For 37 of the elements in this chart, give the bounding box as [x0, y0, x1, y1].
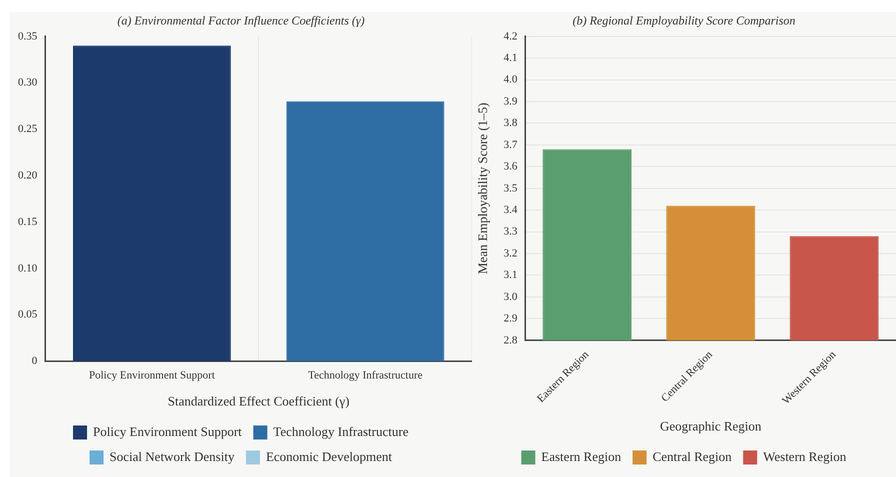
y-tick-label: 3.8 [504, 117, 518, 130]
chart-title: (b) Regional Employability Score Comparison [572, 13, 796, 28]
y-tick-label: 3.7 [504, 138, 518, 151]
y-tick-label: 0.05 [18, 308, 38, 321]
y-tick-label: 3.9 [504, 95, 518, 108]
y-tick-label: 2.9 [504, 312, 518, 325]
legend-label: Economic Development [266, 448, 392, 464]
chart-title: (a) Environmental Factor Influence Coefficients (γ) [117, 13, 365, 28]
y-tick-label: 4.0 [504, 74, 518, 86]
y-tick-label: 0.35 [18, 30, 38, 42]
y-tick-label: 4.2 [504, 30, 518, 42]
x-axis-title: Geographic Region [660, 418, 762, 434]
y-tick-label: 3.2 [504, 247, 518, 260]
legend-label: Central Region [652, 448, 732, 464]
legend-label: Technology Infrastructure [273, 424, 409, 439]
y-tick-label: 3.6 [504, 160, 518, 173]
y-tick-label: 0.10 [18, 262, 38, 274]
y-tick-label: 4.1 [504, 52, 518, 64]
legend-label: Western Region [763, 448, 847, 464]
legend-label: Social Network Density [110, 448, 235, 464]
x-tick-label: Policy Environment Support [88, 370, 215, 382]
y-tick-label: 0.30 [18, 76, 38, 89]
y-axis-title: Mean Employability Score (1–5) [475, 102, 490, 274]
y-tick-label: 0 [32, 355, 38, 368]
y-tick-label: 2.8 [504, 334, 518, 346]
y-tick-label: 3.1 [504, 269, 518, 282]
y-tick-label: 3.0 [504, 290, 518, 303]
y-tick-label: 0.25 [18, 123, 38, 136]
y-tick-label: 0.20 [18, 169, 38, 182]
x-tick-label: Technology Infrastructure [308, 370, 423, 382]
legend-label: Eastern Region [541, 448, 622, 464]
legend-label: Policy Environment Support [93, 424, 242, 439]
y-tick-label: 3.3 [504, 226, 518, 238]
x-axis-title: Standardized Effect Coefficient (γ) [168, 394, 350, 409]
y-tick-label: 3.5 [504, 182, 518, 194]
y-tick-label: 0.15 [18, 216, 38, 228]
y-tick-label: 3.4 [504, 204, 518, 216]
